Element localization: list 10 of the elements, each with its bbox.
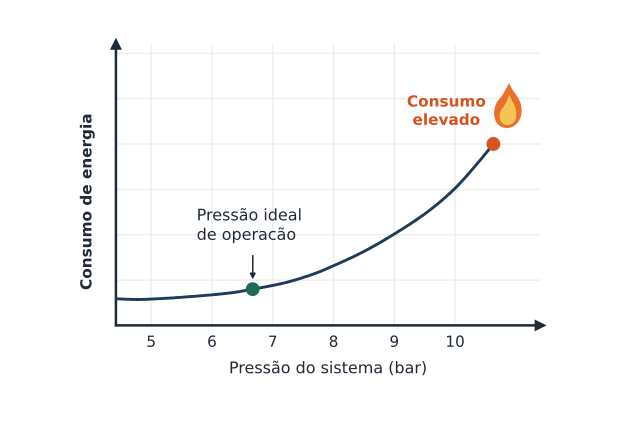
y-axis-title: Consumo de energia	[80, 114, 95, 290]
x-tick-label: 8	[330, 335, 338, 347]
x-axis-title: Pressão do sistema (bar)	[230, 360, 426, 376]
annotation: Consumo elevado	[408, 95, 486, 126]
x-tick-label: 9	[390, 335, 398, 347]
x-tick-label: 10	[447, 335, 464, 347]
x-tick-label: 5	[148, 336, 155, 347]
x-tick-label: 7	[269, 336, 276, 347]
x-tick-label: 6	[208, 335, 216, 347]
annotation: Pressão ideal de operacão	[198, 208, 300, 244]
